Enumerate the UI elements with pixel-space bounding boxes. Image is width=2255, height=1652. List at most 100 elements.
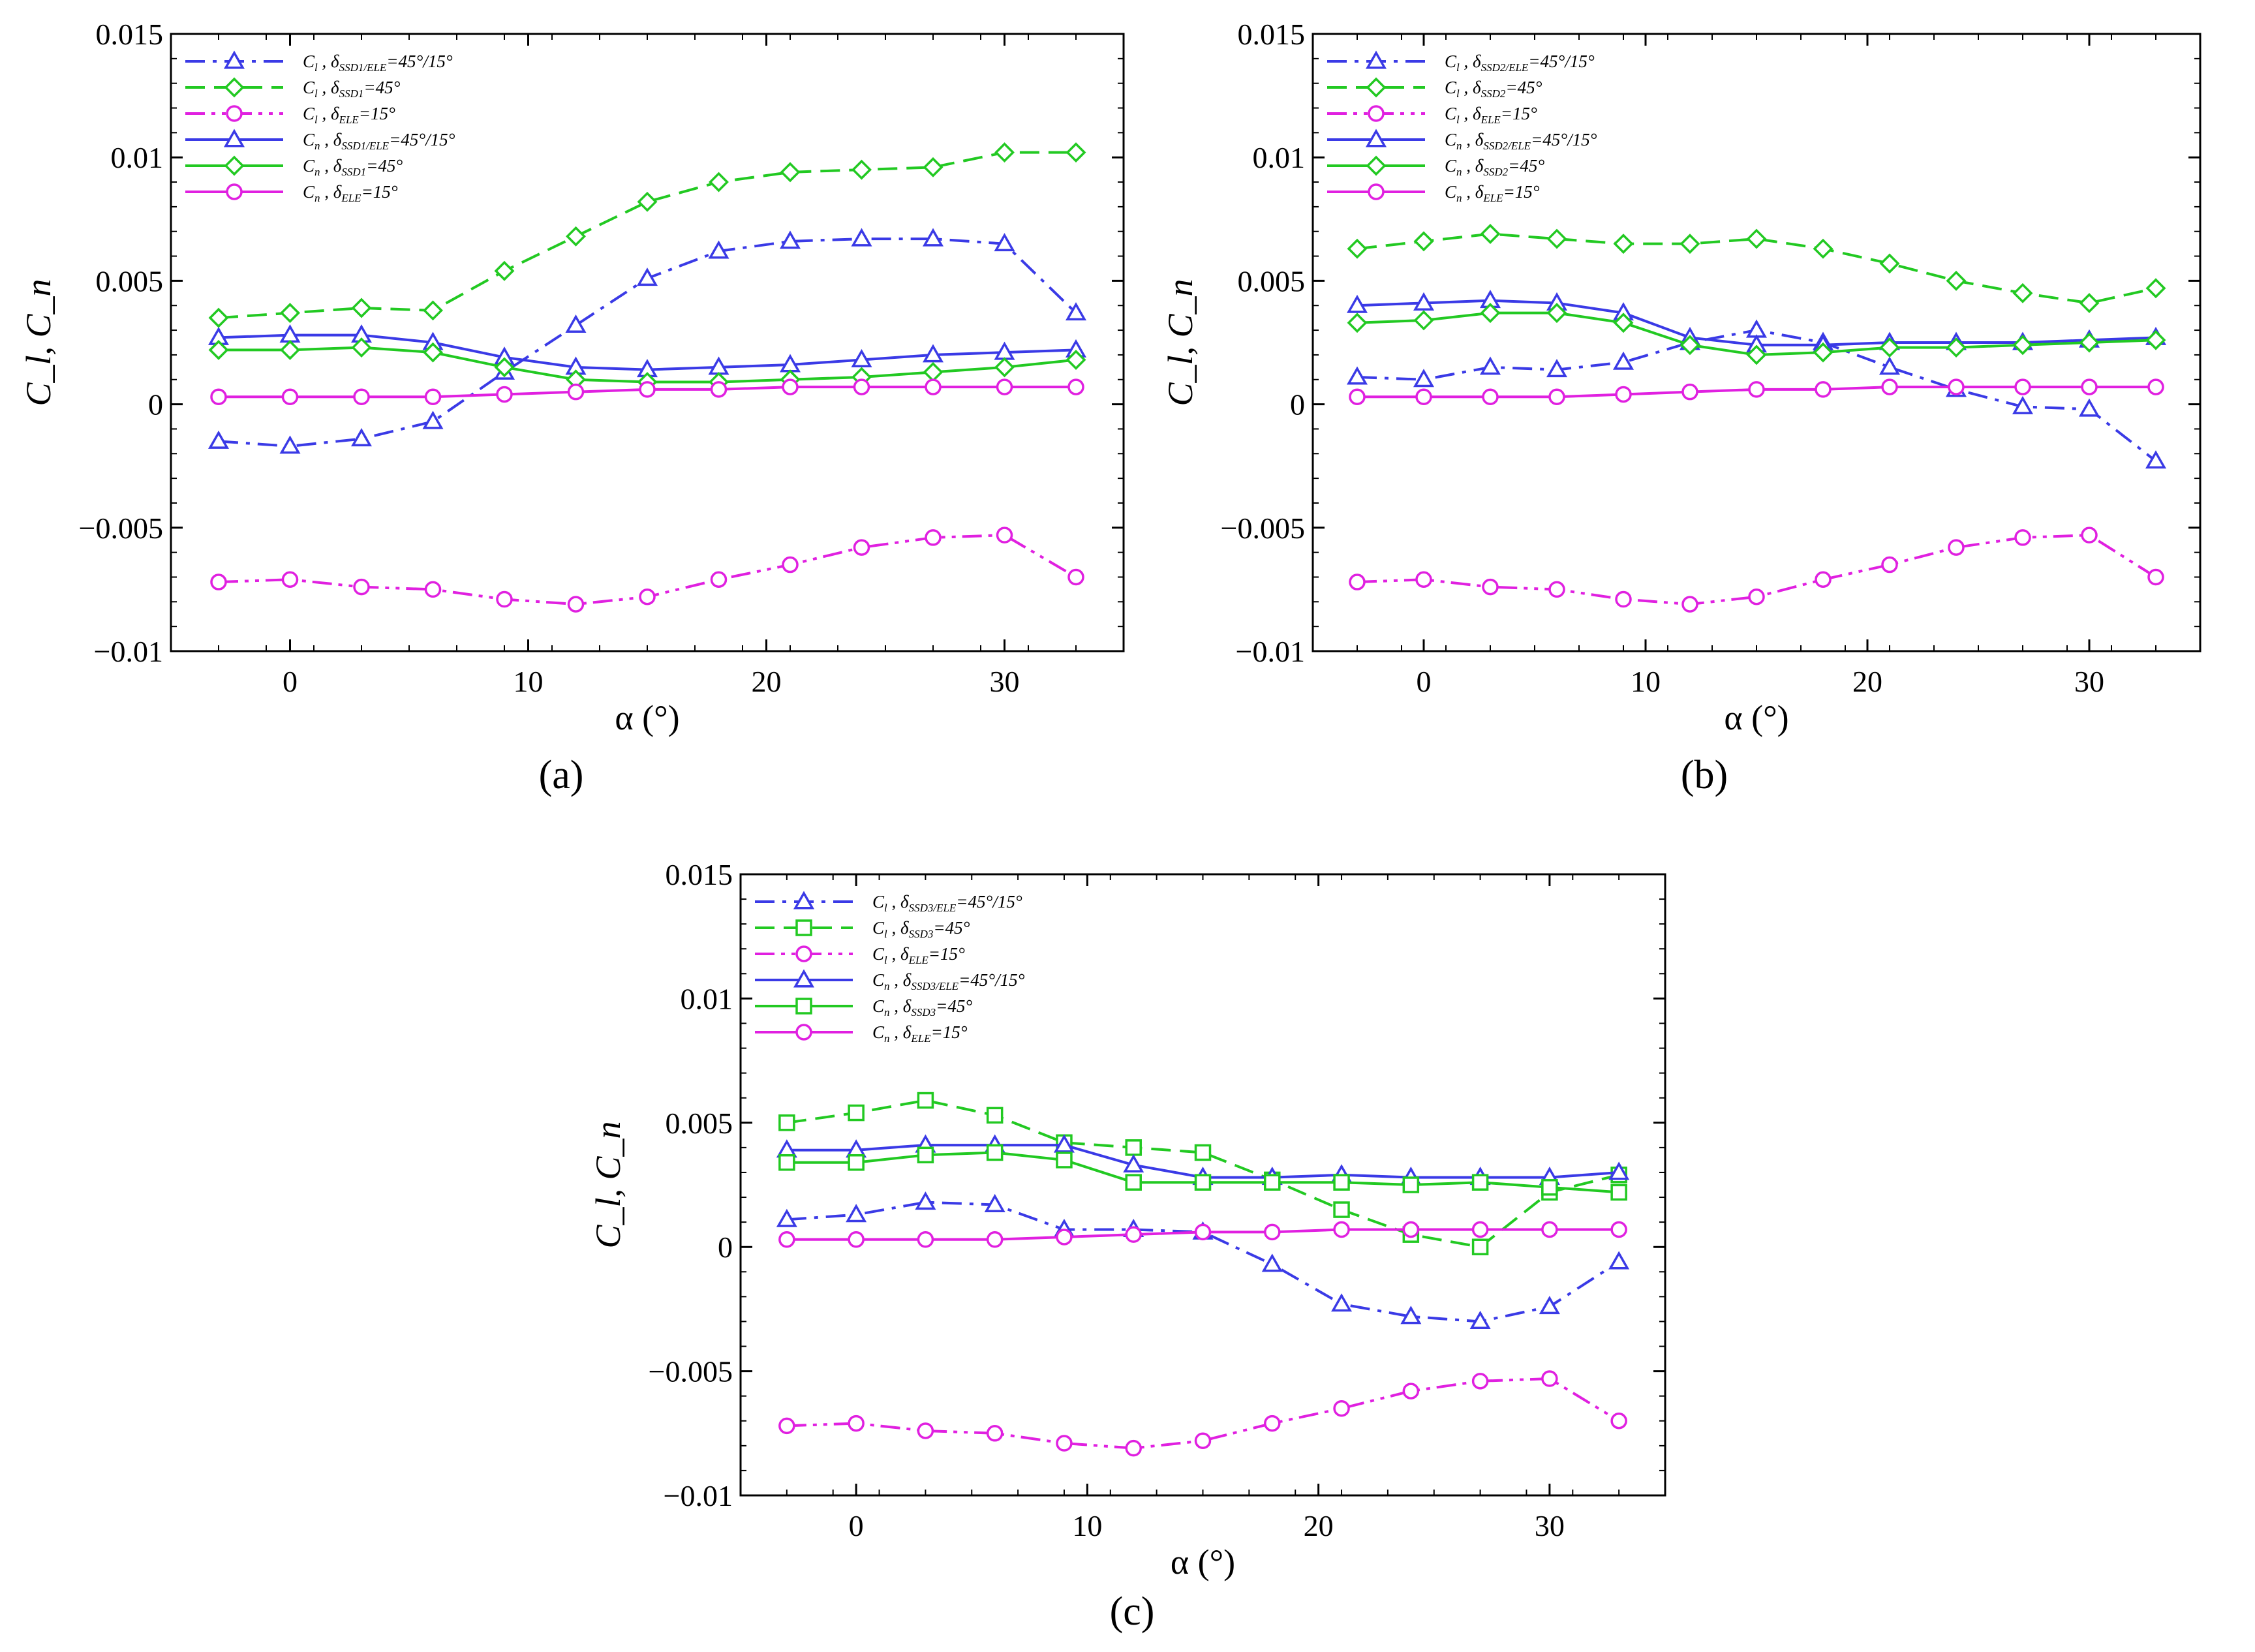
data-point xyxy=(984,1193,1005,1212)
data-point xyxy=(1613,234,1634,254)
data-point xyxy=(710,571,728,589)
data-point xyxy=(782,378,799,395)
x-tick-label: 30 xyxy=(2074,665,2104,698)
legend-part: =45° xyxy=(366,156,403,176)
data-point xyxy=(1194,1223,1212,1241)
data-point xyxy=(996,527,1013,543)
legend: Cl , δSSD3/ELE=45°/15°Cl , δSSD3=45°Cl ,… xyxy=(755,891,1025,1045)
legend-part: n xyxy=(884,1032,890,1045)
chart-panel-a: −0.01 −0.005 0 0.005 0.01 0.015 0 10 20 30 α (°) C_… xyxy=(19,18,1125,797)
data-point xyxy=(1541,1179,1558,1196)
data-point xyxy=(1610,1221,1627,1238)
legend-marker xyxy=(793,891,815,910)
data-point xyxy=(1879,253,1900,274)
legend-part: SSD3 xyxy=(911,1006,936,1018)
legend-part: =15° xyxy=(359,104,395,123)
data-point xyxy=(280,339,300,360)
data-point xyxy=(1948,378,1965,395)
data-point xyxy=(1347,313,1368,333)
legend-part: l xyxy=(1456,87,1460,100)
legend-marker xyxy=(1368,183,1385,200)
data-point xyxy=(350,428,373,447)
legend-part: C xyxy=(1445,182,1457,202)
x-axis-label: α (°) xyxy=(1724,698,1788,737)
data-point xyxy=(565,314,587,333)
data-point xyxy=(281,388,299,405)
legend-part: , δ xyxy=(887,944,909,964)
data-point xyxy=(1194,1432,1212,1449)
data-point xyxy=(494,357,515,378)
data-point xyxy=(1608,1251,1630,1270)
legend-entry: Cn , δSSD3/ELE=45°/15° xyxy=(872,970,1025,992)
legend-part: C xyxy=(303,156,315,176)
data-point xyxy=(2012,335,2033,356)
data-point xyxy=(1479,356,1501,375)
legend: Cl , δSSD1/ELE=45°/15°Cl , δSSD1=45°Cl ,… xyxy=(185,50,455,204)
y-tick-label: 0.01 xyxy=(111,141,164,174)
legend-part: SSD2/ELE xyxy=(1481,61,1529,74)
legend-marker xyxy=(793,969,815,988)
data-point xyxy=(1125,1174,1142,1191)
data-point xyxy=(1813,342,1833,363)
data-point xyxy=(1615,386,1632,403)
data-point xyxy=(776,1208,797,1227)
legend-marker xyxy=(795,1024,812,1041)
legend-part: SSD3/ELE xyxy=(911,980,959,992)
data-point xyxy=(1681,596,1698,613)
data-point xyxy=(280,303,300,324)
legend-part: ELE xyxy=(1480,114,1501,126)
data-point xyxy=(1264,1223,1281,1241)
data-point xyxy=(1053,1134,1075,1153)
x-tick-label: 0 xyxy=(1417,665,1432,698)
legend-part: , δ xyxy=(318,52,339,71)
data-point xyxy=(1056,1152,1073,1169)
legend-part: , δ xyxy=(1462,182,1484,202)
x-axis-label: α (°) xyxy=(615,698,679,737)
legend-part: C xyxy=(303,104,315,123)
data-point xyxy=(422,410,444,429)
data-point xyxy=(1746,228,1767,249)
legend-marker xyxy=(223,129,245,147)
legend-part: n xyxy=(1456,140,1462,152)
data-point xyxy=(1413,369,1435,388)
series-1 xyxy=(207,228,1087,454)
data-point xyxy=(708,240,729,259)
legend-part: l xyxy=(1456,114,1460,126)
legend-part: =45° xyxy=(1508,156,1544,176)
data-point xyxy=(423,300,443,321)
legend-entry: Cl , δSSD3/ELE=45°/15° xyxy=(872,892,1022,914)
data-point xyxy=(1610,1413,1627,1430)
series-2 xyxy=(1347,224,2166,313)
data-point xyxy=(778,1114,795,1131)
chart-panel-c: −0.01 −0.005 0 0.005 0.01 0.015 0 10 20 30 α (°) C_… xyxy=(589,858,1666,1634)
data-point xyxy=(567,596,585,613)
data-point xyxy=(1347,238,1368,259)
legend-part: l xyxy=(314,87,318,100)
data-point xyxy=(922,344,944,363)
data-point xyxy=(778,1231,795,1248)
data-point xyxy=(208,339,229,360)
data-point xyxy=(353,388,370,405)
y-tick-label: 0.01 xyxy=(681,982,733,1015)
data-point xyxy=(1881,378,1898,395)
legend-part: , δ xyxy=(1460,78,1481,97)
data-point xyxy=(1471,1174,1489,1191)
data-point xyxy=(1615,590,1632,608)
series-5 xyxy=(1347,303,2166,365)
data-point xyxy=(1946,337,1967,358)
y-tick-label: −0.005 xyxy=(649,1355,733,1388)
legend-part: C xyxy=(872,970,885,990)
data-point xyxy=(1349,388,1366,405)
legend-part: ELE xyxy=(910,1032,931,1045)
data-point xyxy=(1471,1221,1489,1238)
data-point xyxy=(1881,556,1898,574)
y-axis-label: C_l, C_n xyxy=(1161,279,1200,406)
data-point xyxy=(1480,303,1501,324)
legend-part: l xyxy=(884,902,887,914)
series-1 xyxy=(1346,319,2167,469)
data-point xyxy=(210,574,227,590)
data-point xyxy=(1125,1226,1142,1243)
legend-entry: Cn , δELE=15° xyxy=(303,182,398,204)
data-point xyxy=(351,298,372,318)
data-point xyxy=(1612,351,1634,370)
